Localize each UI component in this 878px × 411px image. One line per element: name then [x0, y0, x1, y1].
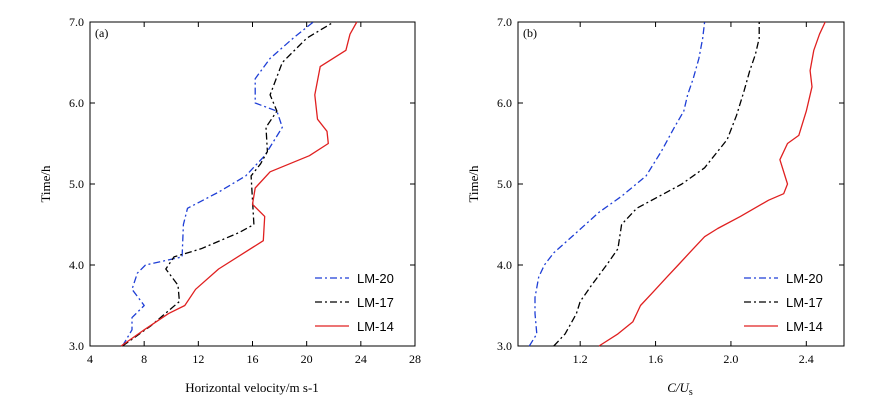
- panel-a-series-lm-17: [122, 21, 335, 347]
- panel-b-series-lm-20: [528, 21, 706, 347]
- panel-a-legend-label-lm-17: LM-17: [357, 295, 394, 310]
- panel-b-x-axis-label: C/Us: [667, 380, 693, 398]
- panel-a-x-tick-label: 4: [87, 352, 93, 366]
- panel-a-x-tick-label: 8: [141, 352, 147, 366]
- panel-a-label: (a): [95, 26, 108, 40]
- panel-a-series-lm-14: [120, 21, 358, 347]
- panel-b-y-tick-label: 7.0: [497, 15, 512, 29]
- panel-a-series: [120, 21, 358, 347]
- panel-b-y-tick-label: 3.0: [497, 339, 512, 353]
- panel-b-phase-speed-chart: (b) Time/h C/Us 3.0 4.0 5.0 6.0 7.0 1.2 1.6 2.0…: [466, 15, 845, 398]
- panel-b-legend-label-lm-14: LM-14: [786, 319, 823, 334]
- panel-a-velocity-chart: (a) Time/h Horizontal velocity/m s-1 3.0…: [38, 15, 421, 395]
- panel-a-x-tick-label: 16: [247, 352, 259, 366]
- panel-a-x-tick-label: 12: [192, 352, 204, 366]
- panel-a-y-axis-label: Time/h: [38, 165, 53, 203]
- panel-a-y-tick-label: 7.0: [69, 15, 84, 29]
- panel-a-x-axis-label: Horizontal velocity/m s-1: [185, 380, 319, 395]
- panel-a-ticks: 3.0 4.0 5.0 6.0 7.0 4 8 12 16 20 24 28: [69, 15, 421, 366]
- panel-a-legend: LM-20 LM-17 LM-14: [315, 271, 394, 334]
- panel-b-legend-label-lm-20: LM-20: [786, 271, 823, 286]
- panel-a-legend-label-lm-20: LM-20: [357, 271, 394, 286]
- panel-b-y-axis-label: Time/h: [466, 165, 481, 203]
- panel-a-x-tick-label: 20: [301, 352, 313, 366]
- panel-b-series-lm-17: [553, 22, 760, 347]
- panel-b-x-axis-label-sub: s: [689, 387, 693, 398]
- panel-a-y-tick-label: 3.0: [69, 339, 84, 353]
- panel-a-y-tick-label: 6.0: [69, 96, 84, 110]
- panel-a-y-tick-label: 5.0: [69, 177, 84, 191]
- panel-b-x-tick-label: 2.0: [723, 352, 738, 366]
- panel-a-x-tick-label: 28: [409, 352, 421, 366]
- panel-b-y-tick-label: 6.0: [497, 96, 512, 110]
- panel-a-series-lm-20: [121, 21, 314, 347]
- panel-b-x-tick-label: 1.6: [648, 352, 663, 366]
- panel-b-y-tick-label: 5.0: [497, 177, 512, 191]
- panel-a-legend-label-lm-14: LM-14: [357, 319, 394, 334]
- panel-b-series: [528, 21, 826, 347]
- panel-b-x-tick-label: 2.4: [799, 352, 814, 366]
- panel-b-legend-label-lm-17: LM-17: [786, 295, 823, 310]
- panel-b-y-tick-label: 4.0: [497, 258, 512, 272]
- panel-b-x-axis-label-main: C/U: [667, 380, 690, 395]
- panel-b-x-tick-label: 1.2: [573, 352, 588, 366]
- panel-b-series-lm-14: [598, 21, 826, 347]
- panel-a-y-tick-label: 4.0: [69, 258, 84, 272]
- panel-b-legend: LM-20 LM-17 LM-14: [744, 271, 823, 334]
- panel-a-x-tick-label: 24: [355, 352, 367, 366]
- panel-b-ticks: 3.0 4.0 5.0 6.0 7.0 1.2 1.6 2.0 2.4: [497, 15, 844, 366]
- panel-b-label: (b): [523, 26, 537, 40]
